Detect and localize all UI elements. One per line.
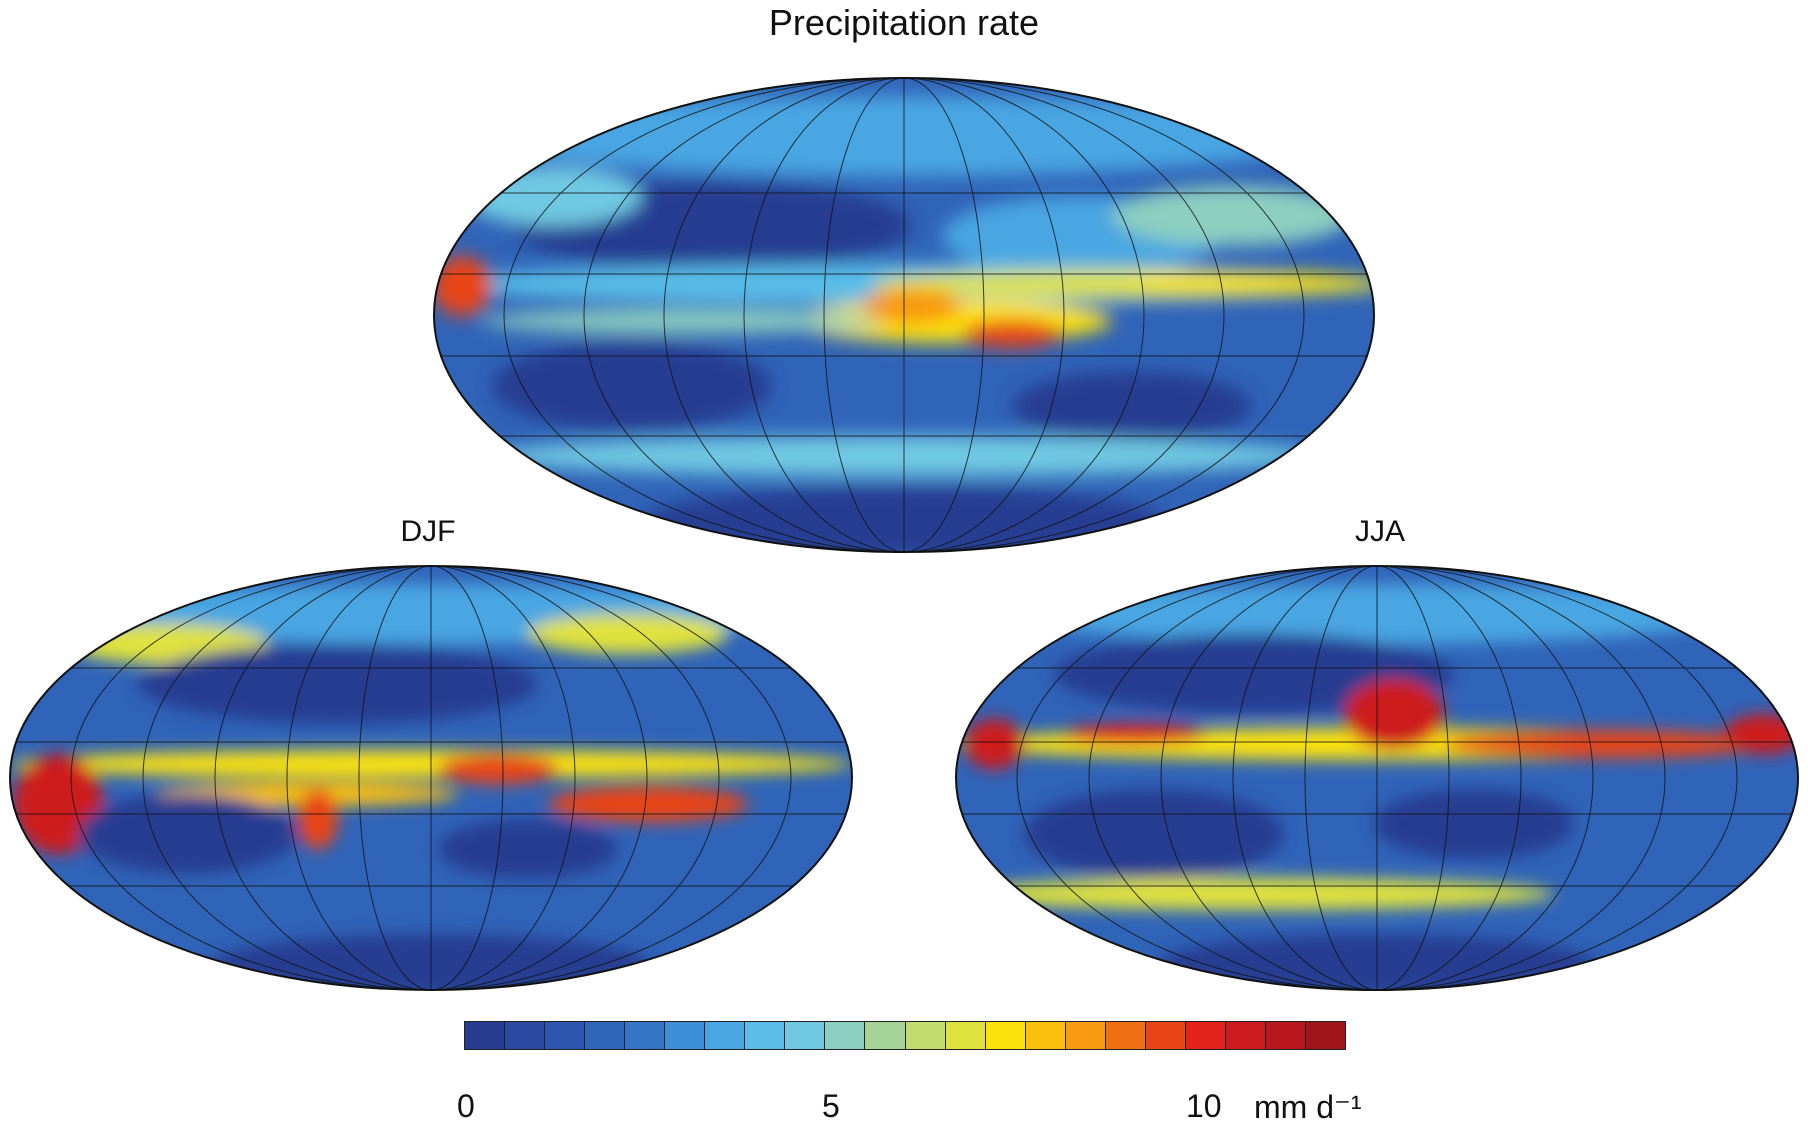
colorbar-swatch [1145, 1022, 1186, 1049]
colorbar-swatch [985, 1022, 1026, 1049]
colorbar-swatch [785, 1022, 826, 1049]
figure-title: Precipitation rate [768, 2, 1040, 43]
colorbar-swatch [1105, 1022, 1146, 1049]
colorbar-swatch [945, 1022, 986, 1049]
colorbar-units: mm d⁻¹ [1254, 1089, 1362, 1125]
colorbar-swatch [1065, 1022, 1106, 1049]
colorbar-swatch [745, 1022, 786, 1049]
colorbar-swatch [1025, 1022, 1066, 1049]
jja-label: JJA [1354, 515, 1405, 548]
colorbar-swatch [825, 1022, 866, 1049]
colorbar-swatch [465, 1022, 506, 1049]
colorbar-swatch [585, 1022, 626, 1049]
djf-precipitation-map [9, 565, 853, 991]
colorbar [464, 1021, 1346, 1050]
colorbar-swatch [865, 1022, 906, 1049]
colorbar-tick-5: 5 [822, 1088, 840, 1124]
colorbar-swatch [705, 1022, 746, 1049]
colorbar-swatch [1305, 1022, 1346, 1049]
colorbar-swatch [905, 1022, 946, 1049]
colorbar-swatch [545, 1022, 586, 1049]
colorbar-swatch [665, 1022, 706, 1049]
colorbar-swatch [505, 1022, 546, 1049]
colorbar-swatch [1265, 1022, 1306, 1049]
colorbar-swatch [625, 1022, 666, 1049]
annual-precipitation-map [433, 77, 1375, 553]
colorbar-swatch [1225, 1022, 1266, 1049]
colorbar-tick-10: 10 [1186, 1088, 1222, 1124]
jja-precipitation-map [955, 565, 1799, 991]
djf-label: DJF [400, 515, 456, 548]
colorbar-swatch [1185, 1022, 1226, 1049]
colorbar-tick-0: 0 [457, 1088, 475, 1124]
